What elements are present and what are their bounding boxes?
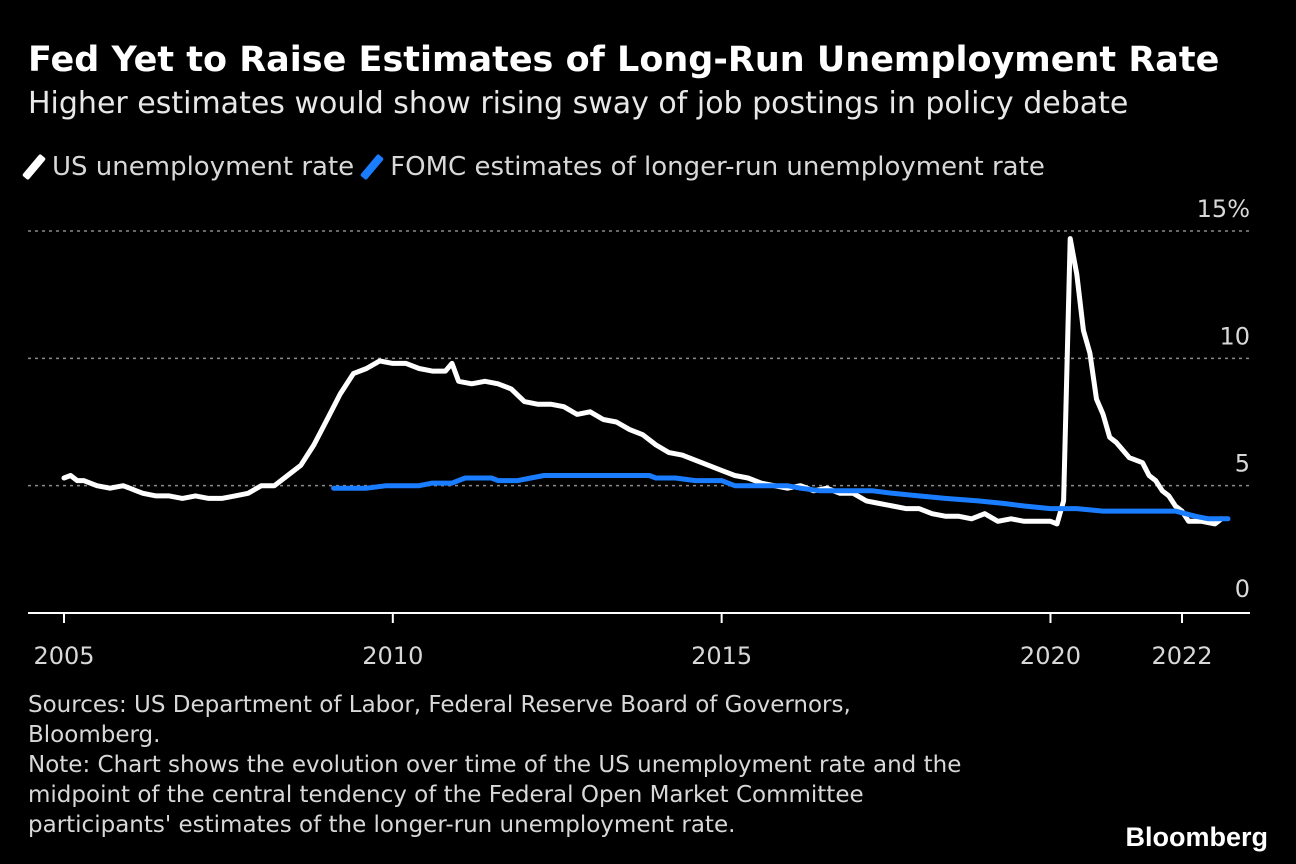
x-tick-label-2022: 2022 <box>1151 642 1212 670</box>
series-line-us-unemployment <box>61 236 1224 527</box>
legend-item-us-unemployment: US unemployment rate <box>21 152 355 182</box>
bloomberg-logo: Bloomberg <box>1125 822 1268 852</box>
y-tick-label-15: 15% <box>1197 195 1250 223</box>
series-layer <box>61 236 1231 527</box>
axis-layer: 15% 10 5 0 2005 2010 2015 2020 2022 <box>28 195 1250 670</box>
x-tick-label-2010: 2010 <box>362 642 423 670</box>
grid-layer <box>28 230 1250 487</box>
legend-label-us-unemployment: US unemployment rate <box>52 152 355 182</box>
x-tick-label-2005: 2005 <box>33 642 94 670</box>
y-tick-label-10: 10 <box>1219 322 1250 350</box>
y-tick-label-5: 5 <box>1235 450 1250 478</box>
chart-subtitle: Higher estimates would show rising sway … <box>28 86 1129 121</box>
legend: US unemployment rate FOMC estimates of l… <box>21 152 1059 182</box>
note-line-1: Note: Chart shows the evolution over tim… <box>28 752 962 778</box>
legend-item-fomc-estimates: FOMC estimates of longer-run unemploymen… <box>360 152 1045 182</box>
y-tick-label-0: 0 <box>1235 575 1250 603</box>
legend-label-fomc-estimates: FOMC estimates of longer-run unemploymen… <box>390 152 1045 182</box>
x-tick-label-2015: 2015 <box>691 642 752 670</box>
note-line-3: participants' estimates of the longer-ru… <box>28 812 736 838</box>
sources-line-2: Bloomberg. <box>28 722 161 748</box>
chart-title: Fed Yet to Raise Estimates of Long-Run U… <box>28 40 1220 80</box>
note-line-2: midpoint of the central tendency of the … <box>28 782 864 808</box>
footer-notes: Sources: US Department of Labor, Federal… <box>28 690 1028 840</box>
sources-line-1: Sources: US Department of Labor, Federal… <box>28 692 851 718</box>
x-tick-label-2020: 2020 <box>1020 642 1081 670</box>
series-line-fomc-estimates <box>331 473 1231 522</box>
